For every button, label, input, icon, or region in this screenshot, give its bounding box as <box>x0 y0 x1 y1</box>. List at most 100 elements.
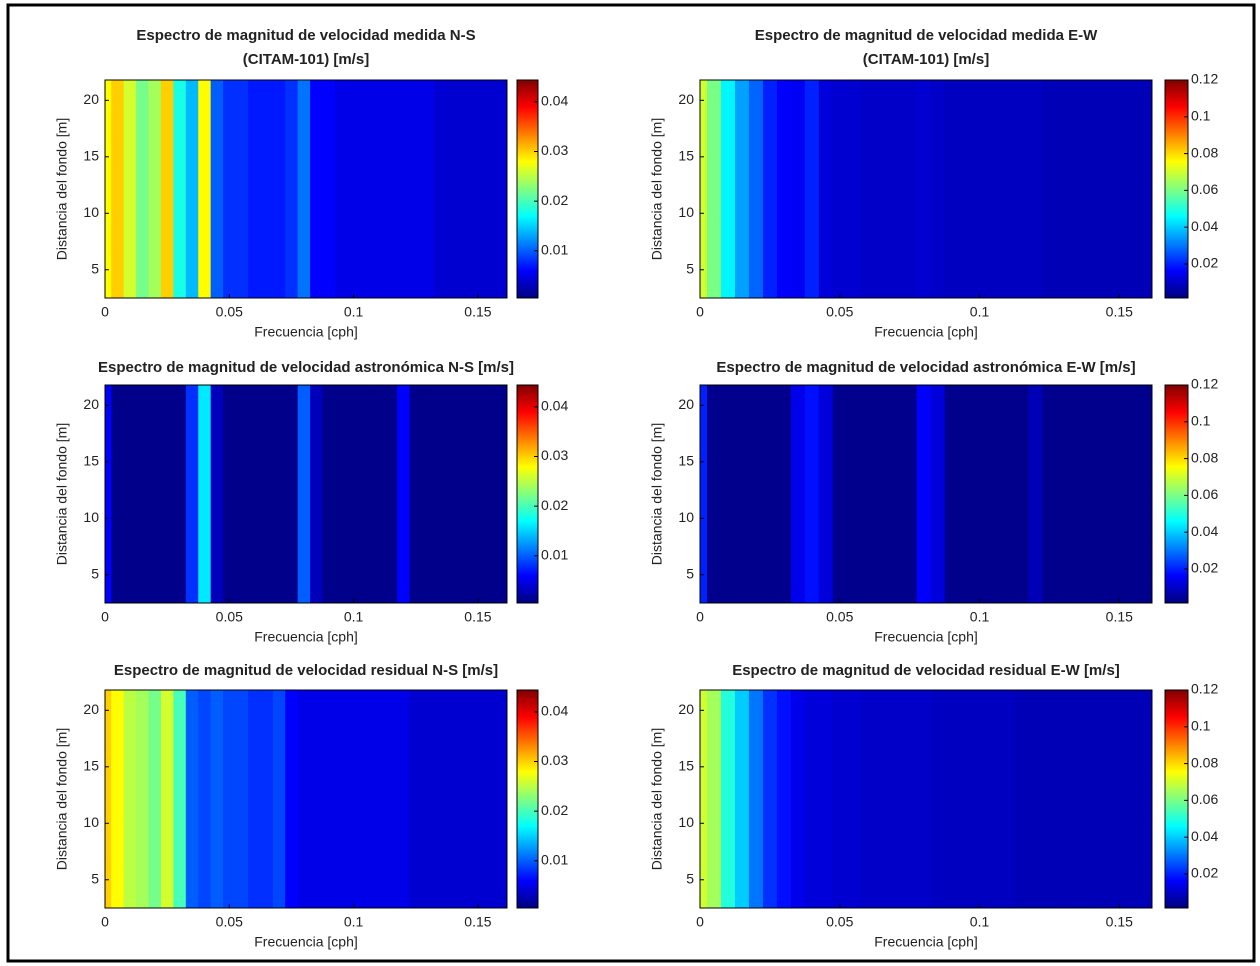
x-tick-label: 0.05 <box>826 914 853 930</box>
heat-cell <box>123 690 137 908</box>
colorbar-tick-label: 0.01 <box>541 547 568 563</box>
colorbar-tick-label: 0.08 <box>1191 144 1218 160</box>
heat-cell <box>790 690 806 908</box>
y-tick-label: 15 <box>83 453 99 469</box>
heat-cell <box>434 80 448 298</box>
heat-cell <box>1056 385 1071 603</box>
heat-cell <box>434 385 448 603</box>
axes-box <box>699 384 1153 604</box>
heat-cell <box>310 690 324 908</box>
heat-cell <box>136 80 150 298</box>
heat-cell <box>1112 80 1127 298</box>
y-axis-label: Distancia del fondo [m] <box>54 728 70 870</box>
chart-title: Espectro de magnitud de velocidad medida… <box>755 27 1098 44</box>
heat-cell <box>958 690 974 908</box>
heat-cell <box>111 385 125 603</box>
heat-cell <box>347 80 361 298</box>
heat-cell <box>706 80 722 298</box>
y-tick-label: 5 <box>686 260 694 276</box>
heat-cell <box>105 385 112 603</box>
heat-cell <box>223 385 237 603</box>
colorbar-tick-label: 0.1 <box>1191 107 1211 123</box>
heat-cell <box>409 690 423 908</box>
heat-cell <box>1014 385 1029 603</box>
heat-cell <box>185 385 199 603</box>
heat-cell <box>198 385 212 603</box>
heat-cell <box>384 690 398 908</box>
heat-cell <box>347 690 361 908</box>
heat-cell <box>223 80 237 298</box>
colorbar-tick-label: 0.04 <box>541 93 568 109</box>
colorbar-tick-label: 0.01 <box>541 242 568 258</box>
heat-cell <box>748 690 764 908</box>
heat-cell <box>459 690 473 908</box>
heat-cell <box>372 690 386 908</box>
heat-cell <box>916 690 932 908</box>
heat-cell <box>846 80 862 298</box>
heat-cell <box>902 690 918 908</box>
heat-cell <box>1070 690 1085 908</box>
heat-cell <box>776 385 792 603</box>
heat-cell <box>1056 80 1071 298</box>
colorbar <box>1164 689 1189 909</box>
heat-cell <box>272 80 286 298</box>
x-axis-label: Frecuencia [cph] <box>254 324 358 340</box>
colorbar-tick-label: 0.06 <box>1191 486 1218 502</box>
heat-cell <box>1084 385 1099 603</box>
heat-cell <box>173 80 187 298</box>
colorbar-tick-label: 0.04 <box>541 398 568 414</box>
axes-box <box>104 79 508 299</box>
heat-cell <box>972 690 988 908</box>
x-tick-label: 0.15 <box>1106 304 1133 320</box>
heat-cell <box>235 80 249 298</box>
heat-cell <box>334 690 348 908</box>
colorbar-tick-label: 0.03 <box>541 142 568 158</box>
heat-cell <box>916 80 932 298</box>
heat-cell <box>210 80 224 298</box>
heat-cell <box>247 80 261 298</box>
heat-cell <box>916 385 932 603</box>
heat-cell <box>173 690 187 908</box>
colorbar-tick-label: 0.02 <box>1191 255 1218 271</box>
heat-cell <box>1098 690 1113 908</box>
heat-cell <box>136 690 150 908</box>
heat-cell <box>297 80 311 298</box>
heat-cell <box>260 80 274 298</box>
heat-cell <box>247 385 261 603</box>
colorbar <box>1164 384 1189 604</box>
chart-title: Espectro de magnitud de velocidad astron… <box>716 359 1135 376</box>
x-tick-label: 0.05 <box>216 609 243 625</box>
heat-cell <box>459 80 473 298</box>
heat-cell <box>720 690 736 908</box>
x-tick-label: 0.15 <box>1106 609 1133 625</box>
heat-cell <box>434 690 448 908</box>
heat-cell <box>160 690 174 908</box>
heat-cell <box>105 690 112 908</box>
heat-cell <box>384 385 398 603</box>
y-tick-label: 5 <box>91 565 99 581</box>
heat-cell <box>105 80 112 298</box>
y-axis-label: Distancia del fondo [m] <box>54 118 70 260</box>
heat-cell <box>111 80 125 298</box>
y-tick-label: 5 <box>686 870 694 886</box>
heat-cell <box>1098 385 1113 603</box>
heat-cell <box>160 385 174 603</box>
heat-cell <box>860 690 876 908</box>
heat-cell <box>198 80 212 298</box>
heat-cell <box>804 690 820 908</box>
heat-cell <box>706 385 722 603</box>
heat-cell <box>285 80 299 298</box>
heat-cell <box>860 385 876 603</box>
heat-cell <box>944 80 960 298</box>
heat-cell <box>1126 80 1141 298</box>
axes-box <box>104 689 508 909</box>
heat-cell <box>397 80 411 298</box>
colorbar-tick-label: 0.12 <box>1191 681 1218 697</box>
heat-cell <box>235 690 249 908</box>
y-tick-label: 10 <box>83 509 99 525</box>
heat-cell <box>888 690 904 908</box>
heat-cell <box>986 690 1001 908</box>
x-tick-label: 0.1 <box>970 914 990 930</box>
chart-title: Espectro de magnitud de velocidad astron… <box>98 359 514 376</box>
heat-cell <box>846 690 862 908</box>
